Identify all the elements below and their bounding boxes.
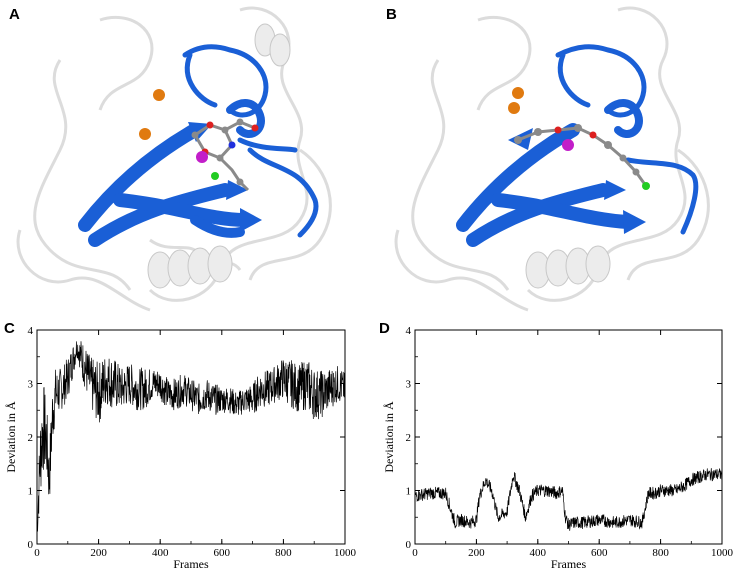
- x-tick-label: 200: [468, 547, 485, 559]
- chart-d: 0 200 400 600 800 1000 0 1 2 3 4 Frames Deviation in…: [382, 325, 734, 571]
- y-tick-label: 0: [406, 539, 412, 551]
- y-tick-label: 0: [28, 539, 34, 551]
- y-axis-title: Deviation in Å: [382, 401, 396, 473]
- deviation-trace: [414, 468, 723, 531]
- x-axis-title: Frames: [173, 557, 209, 571]
- y-tick-label: 1: [28, 486, 34, 498]
- y-tick-label: 1: [406, 486, 412, 498]
- x-tick-label: 600: [214, 547, 231, 559]
- chart-c: 0 200 400 600 800 1000 0 1 2 3 4 Frames Deviation in…: [4, 325, 357, 571]
- panel-label-b: B: [386, 6, 397, 23]
- y-tick-label: 4: [406, 325, 412, 337]
- y-tick-label: 3: [28, 379, 34, 391]
- x-tick-label: 1000: [334, 547, 357, 559]
- x-tick-label: 0: [34, 547, 40, 559]
- protein-ligand-structure-a: [16, 6, 332, 312]
- helix-ghost: [147, 23, 291, 289]
- x-tick-label: 1000: [711, 547, 734, 559]
- deviation-trace: [36, 341, 346, 534]
- panel-label-a: A: [9, 6, 20, 23]
- y-axis-title: Deviation in Å: [4, 401, 18, 473]
- y-tick-label: 2: [406, 432, 412, 444]
- x-axis-title: Frames: [551, 557, 587, 571]
- plot-frame: [414, 329, 723, 545]
- helix-ghost: [525, 245, 611, 289]
- panel-label-c: C: [4, 320, 15, 337]
- ion-spheres: [508, 87, 524, 114]
- x-tick-label: 0: [412, 547, 418, 559]
- y-tick-label: 2: [28, 432, 34, 444]
- ligand-atoms: [514, 124, 650, 190]
- x-tick-label: 800: [652, 547, 669, 559]
- x-tick-label: 800: [275, 547, 292, 559]
- protein-ligand-structure-b: [394, 6, 710, 312]
- y-tick-label: 3: [406, 379, 412, 391]
- ion-spheres: [139, 89, 165, 140]
- x-tick-label: 600: [591, 547, 608, 559]
- x-tick-label: 400: [530, 547, 547, 559]
- beta-sheet-ribbon: [456, 44, 699, 247]
- ligand-atoms: [191, 118, 259, 186]
- beta-sheet-ribbon: [78, 44, 319, 247]
- x-tick-label: 400: [152, 547, 169, 559]
- panel-label-d: D: [379, 320, 390, 337]
- y-tick-label: 4: [28, 325, 34, 337]
- x-tick-label: 200: [90, 547, 107, 559]
